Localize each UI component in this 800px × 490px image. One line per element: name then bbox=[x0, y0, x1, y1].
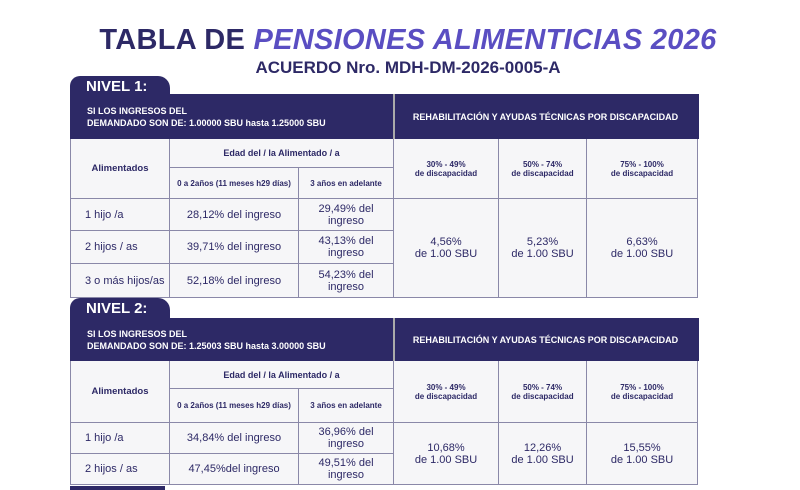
level-tab: NIVEL 2: bbox=[70, 298, 170, 318]
disability-range: 30% - 49% de discapacidad bbox=[393, 360, 500, 423]
table-row: 2 hijos / as 47,45%del ingreso 49,51% de… bbox=[70, 453, 698, 485]
age-column-header: 0 a 2años (11 meses h29 días) bbox=[169, 167, 299, 199]
pension-table: SI LOS INGRESOS DEL DEMANDADO SON DE: 1.2… bbox=[69, 318, 699, 485]
age-column-header: 3 años en adelante bbox=[297, 388, 395, 423]
pension-value: 34,84% del ingreso bbox=[169, 422, 299, 454]
pension-value: 28,12% del ingreso bbox=[169, 198, 299, 231]
bottom-tab-bar bbox=[70, 486, 165, 490]
disability-value: 5,23% de 1.00 SBU bbox=[498, 198, 588, 298]
age-column-header: 3 años en adelante bbox=[297, 167, 395, 199]
table-row: 2 hijos / as 39,71% del ingreso 43,13% d… bbox=[70, 230, 698, 264]
age-header: Edad del / la Alimentado / a bbox=[168, 360, 395, 389]
pension-value: 39,71% del ingreso bbox=[169, 230, 299, 264]
income-range: SI LOS INGRESOS DEL DEMANDADO SON DE: 1.0… bbox=[69, 94, 395, 139]
level-tab: NIVEL 1: bbox=[70, 76, 170, 96]
pension-value: 54,23% del ingreso bbox=[297, 263, 395, 298]
row-label: 1 hijo /a bbox=[70, 422, 170, 454]
disability-value: 12,26% de 1.00 SBU bbox=[498, 422, 588, 485]
row-label: 2 hijos / as bbox=[70, 230, 170, 264]
disability-value: 4,56% de 1.00 SBU bbox=[393, 198, 500, 298]
age-header: Edad del / la Alimentado / a bbox=[168, 138, 395, 168]
disability-value: 6,63% de 1.00 SBU bbox=[586, 198, 699, 298]
disability-range: 50% - 74% de discapacidad bbox=[498, 360, 588, 423]
pension-value: 49,51% del ingreso bbox=[297, 453, 395, 485]
pension-value: 52,18% del ingreso bbox=[169, 263, 299, 298]
disability-header: REHABILITACIÓN Y AYUDAS TÉCNICAS POR DIS… bbox=[393, 318, 699, 361]
row-label: 2 hijos / as bbox=[70, 453, 170, 485]
page-title: TABLA DE PENSIONES ALIMENTICIAS 2026 bbox=[99, 24, 717, 56]
pension-table: SI LOS INGRESOS DEL DEMANDADO SON DE: 1.0… bbox=[69, 94, 699, 298]
income-range: SI LOS INGRESOS DEL DEMANDADO SON DE: 1.2… bbox=[69, 318, 395, 361]
agreement-number: ACUERDO Nro. MDH-DM-2026-0005-A bbox=[255, 58, 561, 77]
pension-value: 47,45%del ingreso bbox=[169, 453, 299, 485]
row-label: 1 hijo /a bbox=[70, 198, 170, 231]
disability-value: 15,55% de 1.00 SBU bbox=[586, 422, 699, 485]
pension-value: 36,96% del ingreso bbox=[297, 422, 395, 454]
disability-range: 50% - 74% de discapacidad bbox=[498, 138, 588, 199]
row-label: 3 o más hijos/as bbox=[70, 263, 170, 298]
table-row: 1 hijo /a 28,12% del ingreso 29,49% del … bbox=[70, 198, 699, 298]
pension-value: 43,13% del ingreso bbox=[297, 230, 395, 264]
disability-header: REHABILITACIÓN Y AYUDAS TÉCNICAS POR DIS… bbox=[393, 94, 699, 139]
disability-value: 10,68% de 1.00 SBU bbox=[393, 422, 500, 485]
table-row: 3 o más hijos/as 52,18% del ingreso 54,2… bbox=[70, 263, 698, 298]
disability-range: 75% - 100% de discapacidad bbox=[586, 360, 699, 423]
age-column-header: 0 a 2años (11 meses h29 días) bbox=[169, 388, 299, 423]
disability-range: 30% - 49% de discapacidad bbox=[393, 138, 500, 199]
table-row: 1 hijo /a 34,84% del ingreso 36,96% del … bbox=[70, 422, 699, 485]
disability-range: 75% - 100% de discapacidad bbox=[586, 138, 699, 199]
rows-header: Alimentados bbox=[70, 138, 170, 199]
rows-header: Alimentados bbox=[70, 360, 170, 423]
pension-value: 29,49% del ingreso bbox=[297, 198, 395, 231]
